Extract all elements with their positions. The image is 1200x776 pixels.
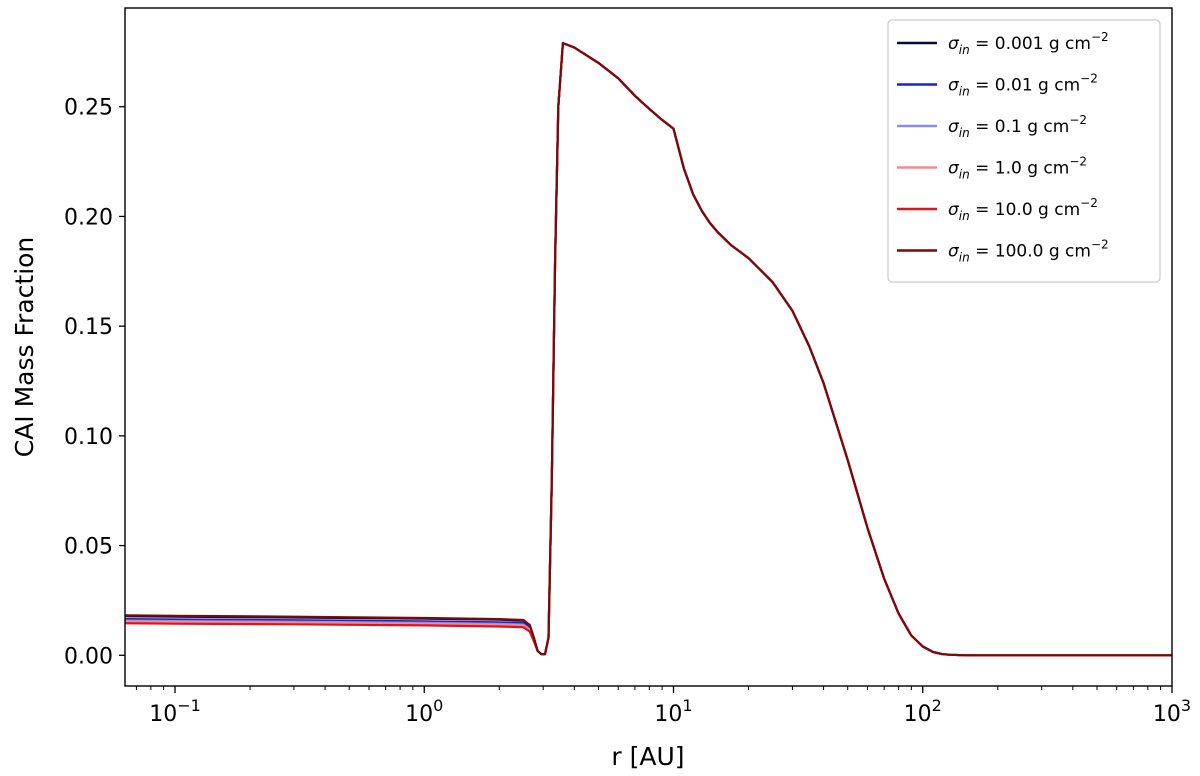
x-axis: 10−1 100 101 102 103 [135, 686, 1191, 727]
x-tick-label-4: 103 [1153, 696, 1191, 727]
y-axis: 0.00 0.05 0.10 0.15 0.20 0.25 [64, 96, 125, 669]
legend: σin = 0.001 g cm−2 σin = 0.01 g cm−2 σin =… [887, 19, 1161, 283]
x-tick-label-0: 10−1 [149, 696, 201, 727]
y-tick-label-5: 0.25 [64, 96, 113, 121]
x-axis-label: r [AU] [611, 742, 684, 771]
y-tick-label-2: 0.10 [64, 425, 113, 450]
legend-label-4: σin = 10.0 g cm−2 [948, 196, 1098, 223]
y-tick-label-1: 0.05 [64, 535, 113, 560]
series-line-5 [124, 41, 1172, 657]
y-tick-label-4: 0.20 [64, 205, 113, 230]
legend-label-0: σin = 0.001 g cm−2 [948, 30, 1109, 57]
legend-label-3: σin = 1.0 g cm−2 [948, 155, 1087, 182]
y-axis-label: CAI Mass Fraction [10, 237, 39, 458]
legend-label-2: σin = 0.1 g cm−2 [948, 113, 1087, 140]
legend-label-5: σin = 100.0 g cm−2 [948, 238, 1109, 265]
x-tick-label-1: 100 [405, 696, 443, 727]
x-tick-label-3: 102 [904, 696, 942, 727]
y-tick-label-3: 0.15 [64, 315, 113, 340]
x-tick-label-2: 101 [654, 696, 692, 727]
legend-label-1: σin = 0.01 g cm−2 [948, 72, 1098, 99]
plot-frame [124, 7, 1173, 687]
y-tick-label-0: 0.00 [64, 644, 113, 669]
legend-box [887, 19, 1161, 283]
plot-lines [124, 41, 1172, 657]
